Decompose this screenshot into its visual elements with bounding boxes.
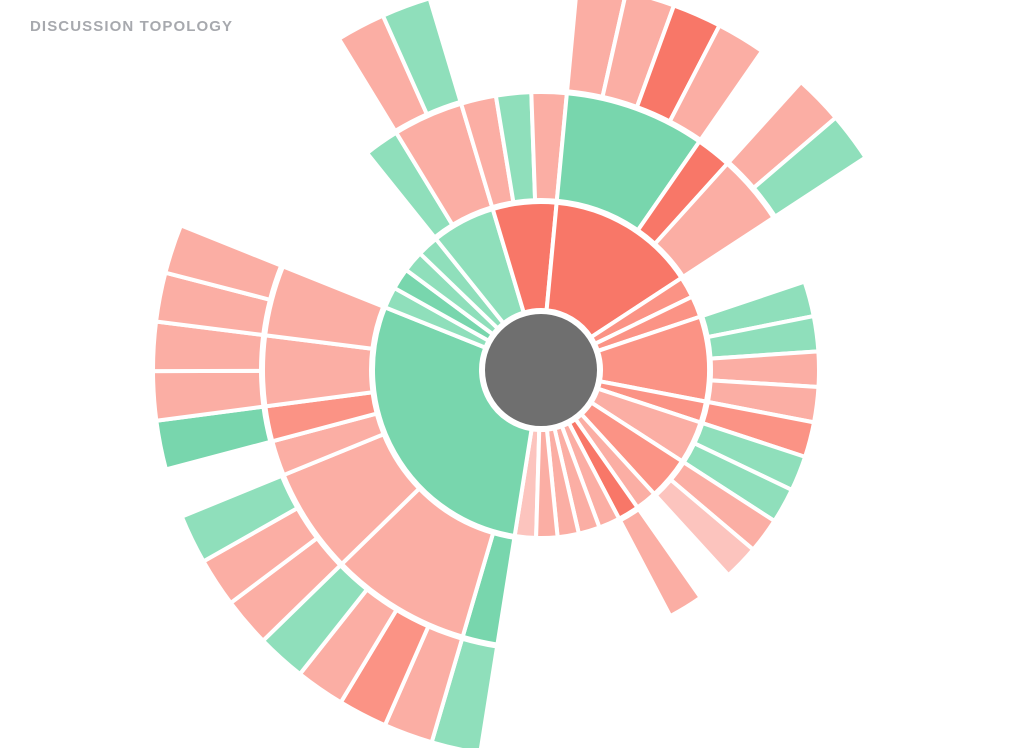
page-title: DISCUSSION TOPOLOGY — [30, 18, 234, 35]
reply-segment-depth-3[interactable] — [179, 473, 301, 565]
reply-segment-depth-2[interactable] — [262, 263, 386, 351]
root-post-node[interactable] — [481, 310, 601, 430]
reply-segment-depth-2[interactable] — [652, 477, 757, 579]
reply-segment-depth-2[interactable] — [652, 160, 777, 280]
reply-segment-depth-3[interactable] — [380, 0, 464, 117]
reply-segment-depth-3[interactable] — [750, 114, 869, 220]
reply-segment-depth-3[interactable] — [162, 222, 284, 303]
